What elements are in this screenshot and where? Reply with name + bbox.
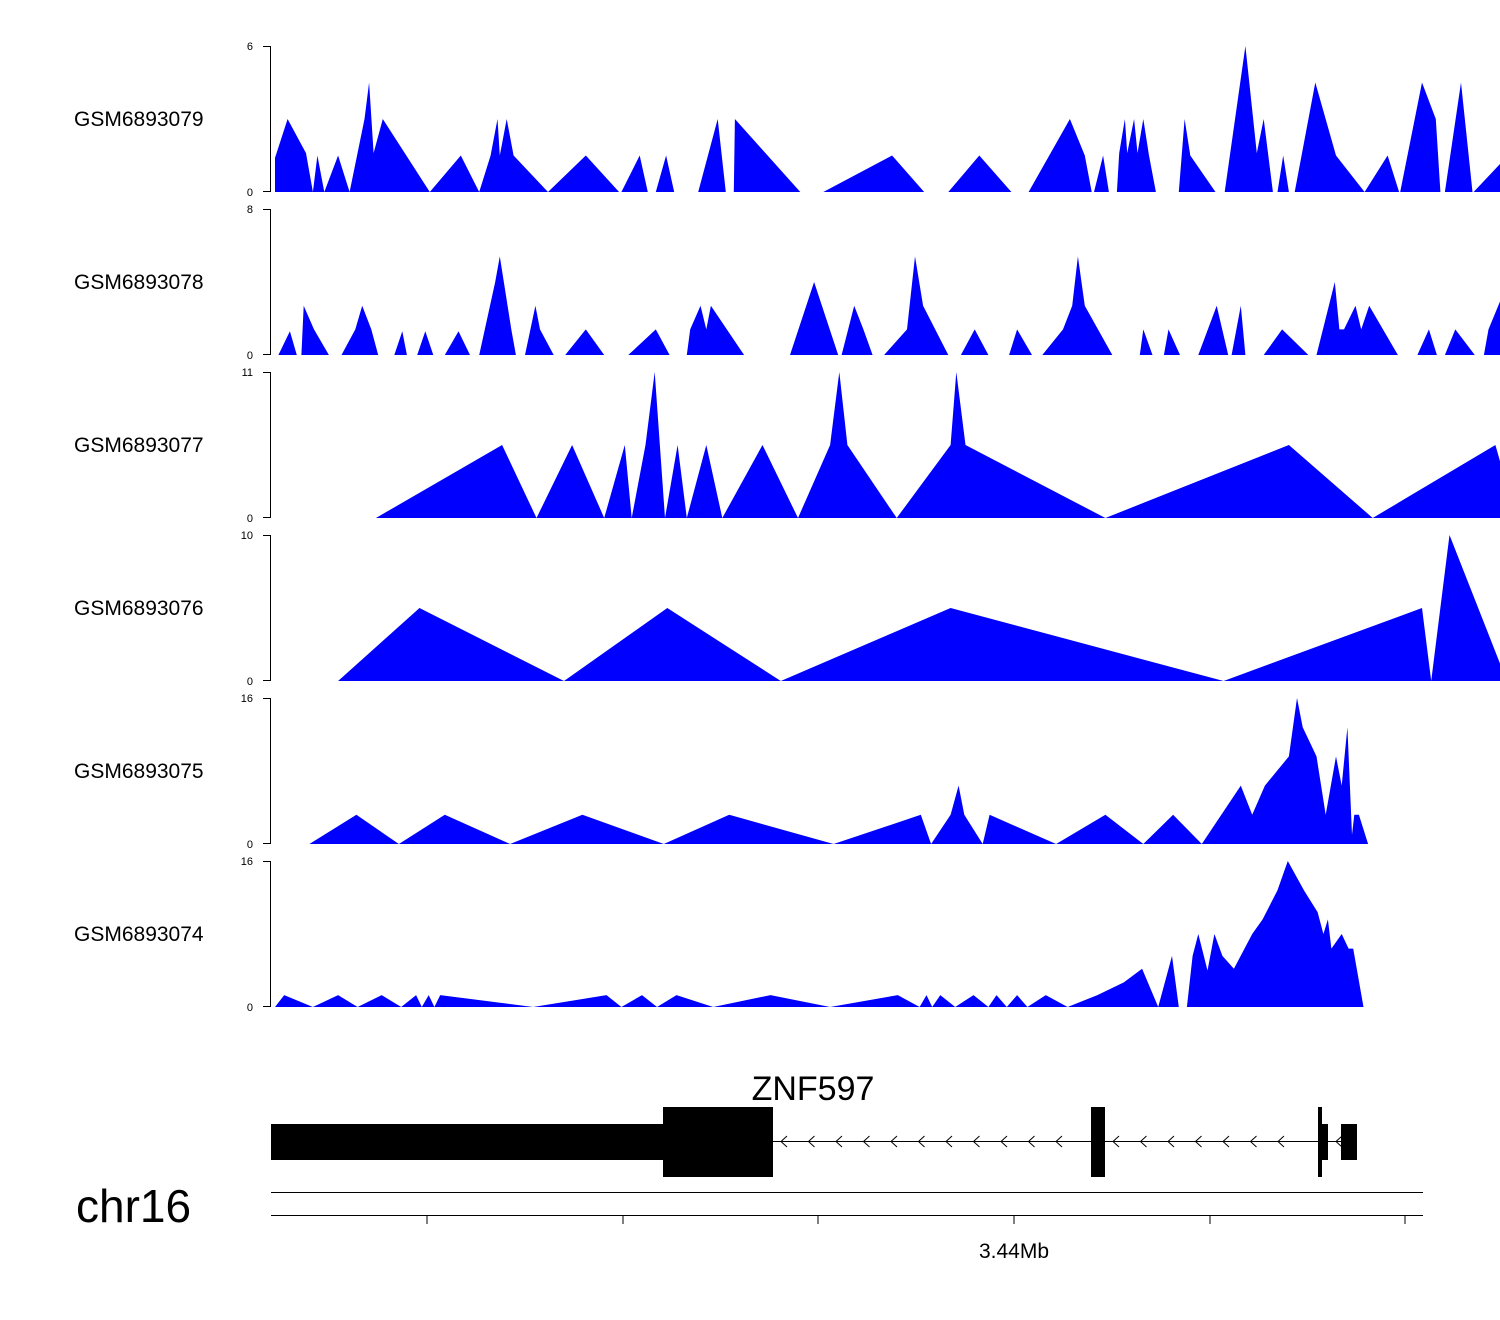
strand-arrow (1249, 1135, 1257, 1148)
track-label: GSM6893076 (74, 597, 204, 620)
gene-intron-line (773, 1141, 1344, 1142)
strand-arrow (807, 1135, 815, 1148)
signal-tracks: GSM689307960GSM689307880GSM6893077110GSM… (74, 41, 1500, 1014)
y-tick-label-max: 8 (247, 204, 253, 216)
gene-exon-5 (1341, 1124, 1357, 1160)
y-tick-label-zero: 0 (247, 513, 253, 525)
y-tick-label-max: 16 (241, 693, 253, 705)
y-tick-label-max: 6 (247, 41, 253, 53)
y-tick-label-max: 16 (241, 856, 253, 868)
signal-area (375, 372, 1500, 518)
track-label: GSM6893074 (74, 923, 204, 946)
gene-model: ZNF597 (271, 1070, 1357, 1177)
strand-arrow (1112, 1135, 1120, 1148)
track-label: GSM6893079 (74, 108, 204, 131)
gene-exon-2 (1091, 1107, 1105, 1177)
signal-area (338, 535, 1500, 681)
track-GSM6893075: GSM6893075 16 0 (74, 693, 1369, 851)
strand-arrow (1027, 1135, 1035, 1148)
track-GSM6893079: GSM6893079 6 0 (74, 41, 1500, 199)
y-tick-label-zero: 0 (247, 1002, 253, 1014)
track-GSM6893077: GSM6893077 11 0 (74, 367, 1500, 525)
track-label: GSM6893077 (74, 434, 204, 457)
signal-area (278, 256, 1500, 355)
signal-area (275, 861, 1364, 1007)
gene-exon-1 (663, 1107, 773, 1177)
strand-arrow (945, 1135, 953, 1148)
strand-arrow (1194, 1135, 1202, 1148)
strand-arrow (1335, 1135, 1343, 1148)
track-GSM6893076: GSM6893076 10 0 (74, 530, 1500, 688)
gene-utr-block (271, 1124, 665, 1160)
track-label: GSM6893075 (74, 760, 204, 783)
gene-exon-3 (1318, 1107, 1322, 1177)
axis-tick-label: 3.44Mb (979, 1240, 1049, 1263)
track-label: GSM6893078 (74, 271, 204, 294)
strand-arrow (1167, 1135, 1175, 1148)
strand-arrow (780, 1135, 788, 1148)
y-tick-label-zero: 0 (247, 839, 253, 851)
strand-arrow (972, 1135, 980, 1148)
y-tick-label-max: 11 (242, 367, 253, 379)
chromosome-label: chr16 (76, 1180, 191, 1232)
track-GSM6893078: GSM6893078 8 0 (74, 204, 1500, 362)
strand-arrow (1055, 1135, 1063, 1148)
y-tick-label-zero: 0 (247, 187, 253, 199)
strand-arrow (1222, 1135, 1230, 1148)
strand-arrow (917, 1135, 925, 1148)
y-tick-label-zero: 0 (247, 350, 253, 362)
y-tick-label-zero: 0 (247, 676, 253, 688)
strand-arrow (1277, 1135, 1285, 1148)
gene-label: ZNF597 (752, 1070, 875, 1108)
strand-arrow (835, 1135, 843, 1148)
track-GSM6893074: GSM6893074 16 0 (74, 856, 1364, 1014)
strand-arrow (862, 1135, 870, 1148)
strand-arrow (1000, 1135, 1008, 1148)
signal-area (275, 46, 1500, 192)
strand-arrow (1139, 1135, 1147, 1148)
y-tick-label-max: 10 (241, 530, 253, 542)
signal-area (309, 698, 1369, 844)
strand-arrows (780, 1135, 1343, 1148)
strand-arrow (890, 1135, 898, 1148)
genome-axis: chr16 3.44Mb (76, 1180, 1423, 1263)
gene-exon-4 (1322, 1124, 1328, 1160)
